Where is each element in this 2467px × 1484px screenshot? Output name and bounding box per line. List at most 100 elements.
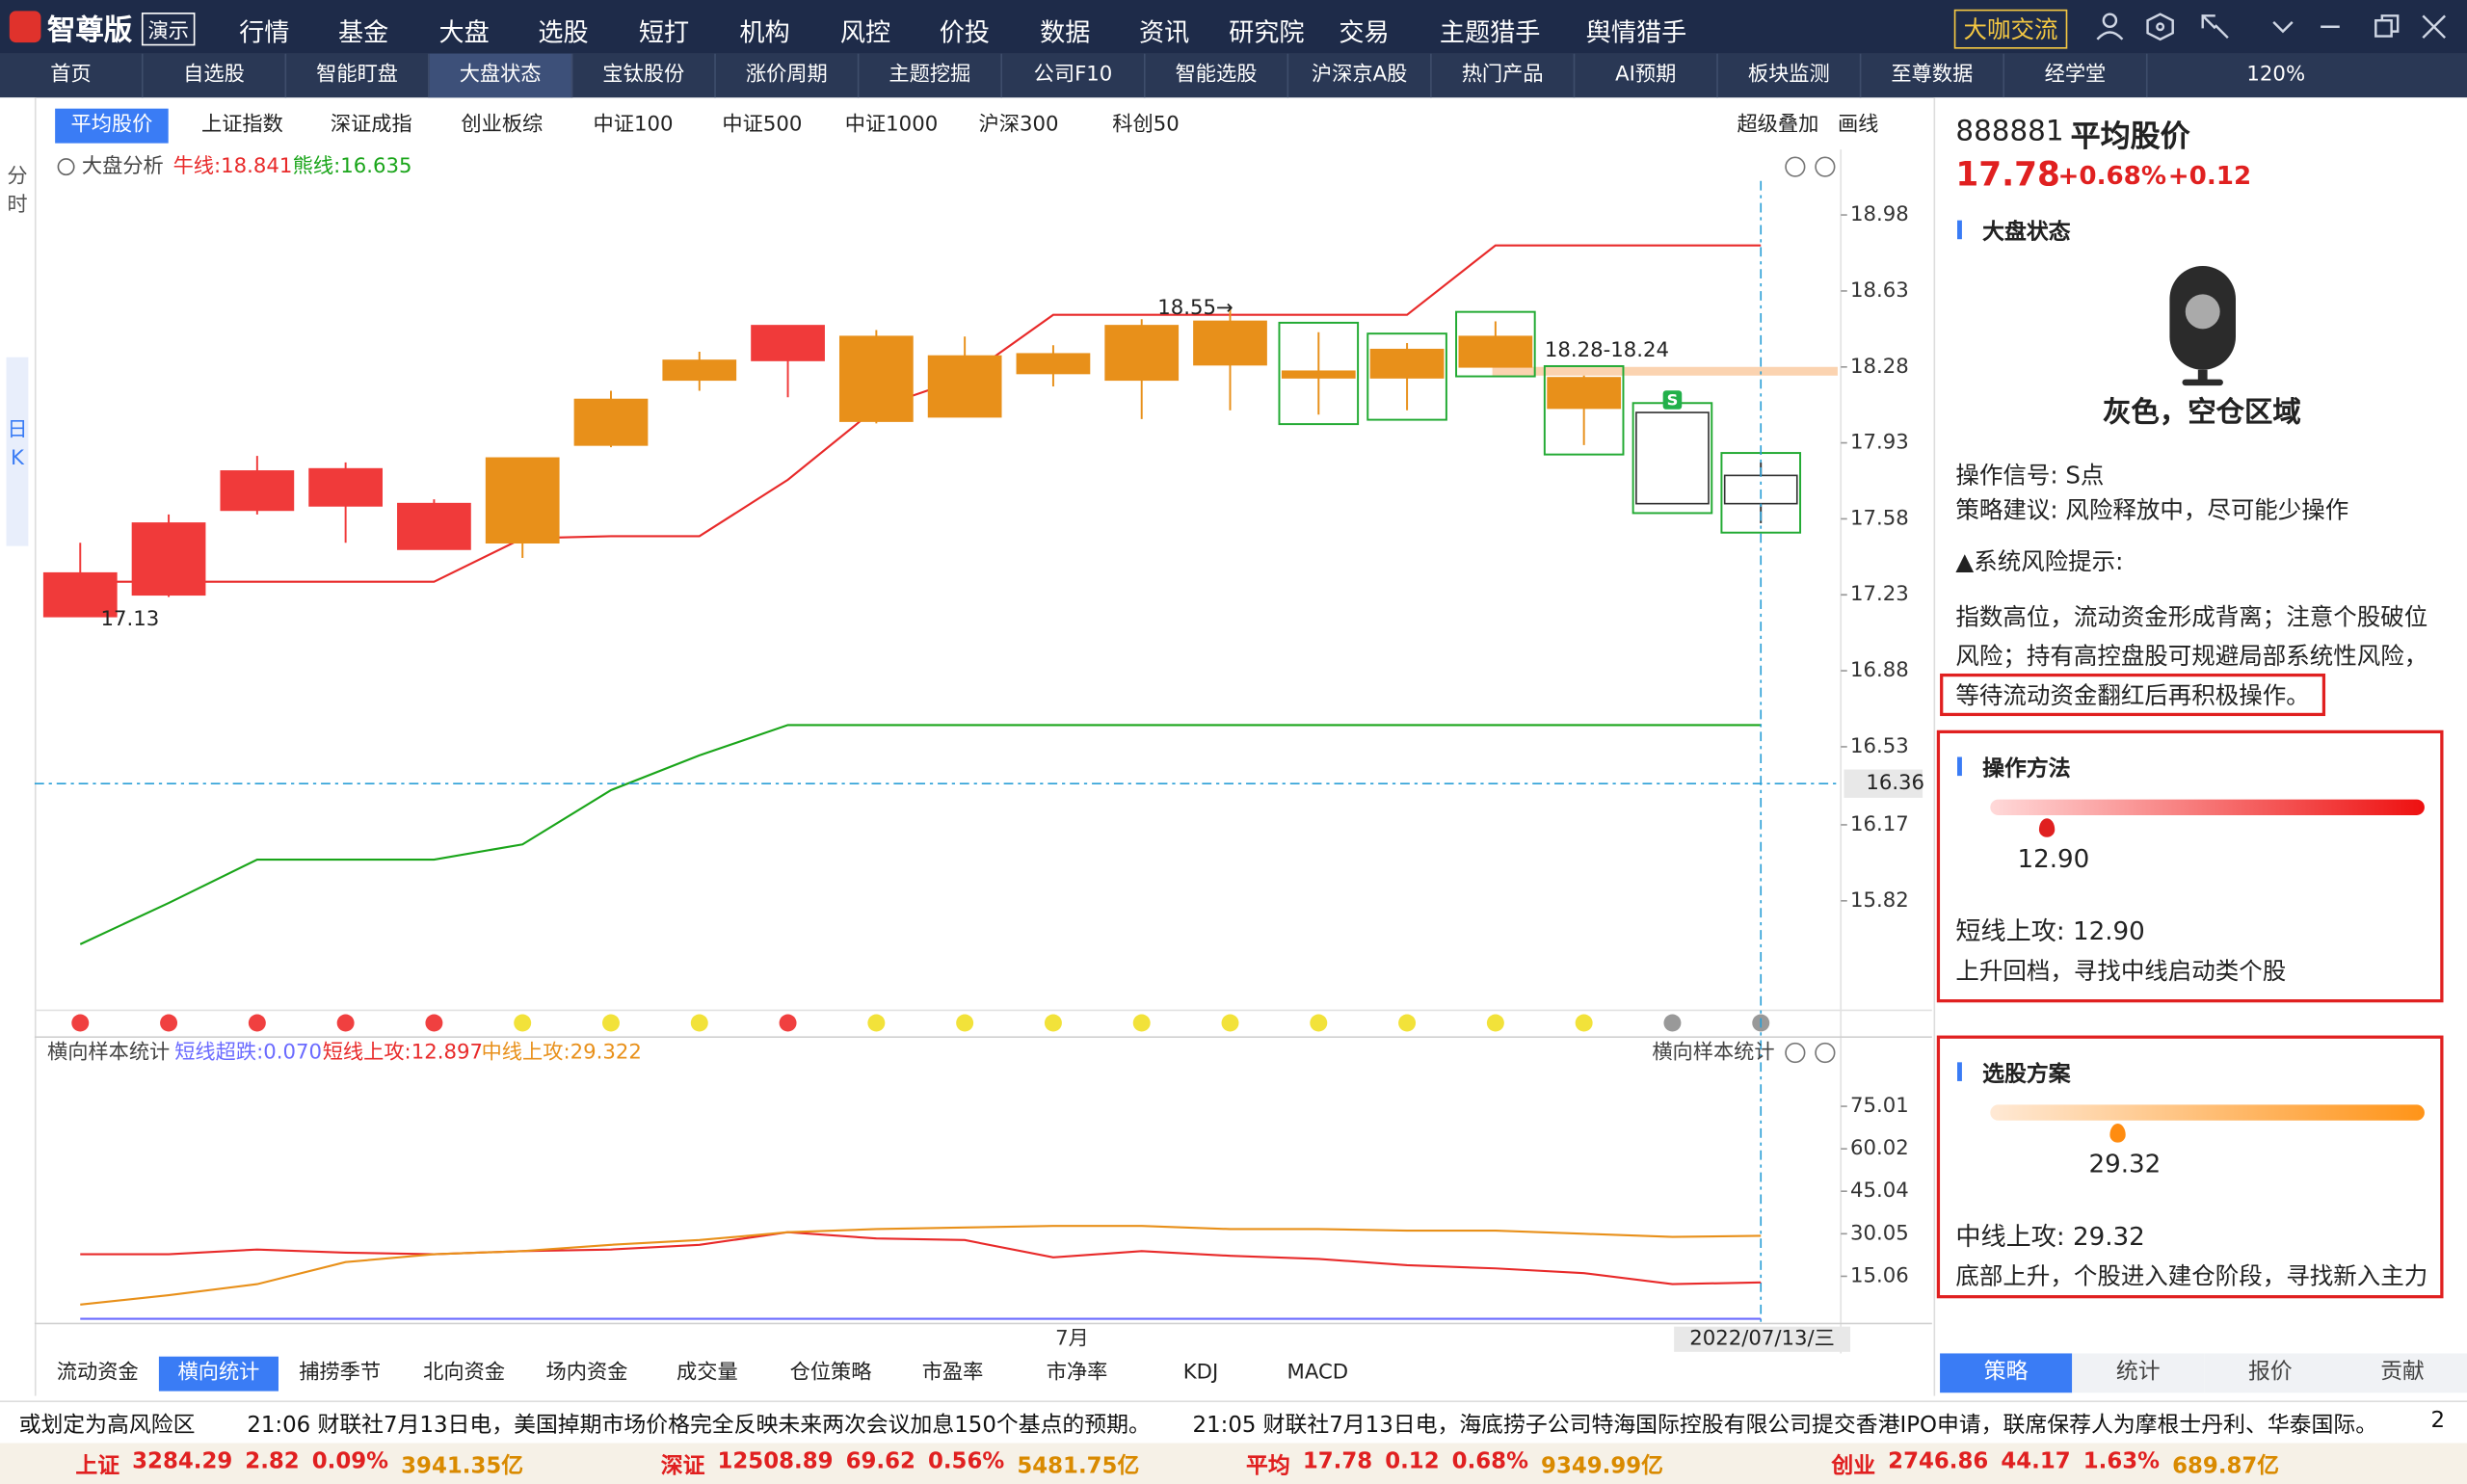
state-dot — [1398, 1014, 1417, 1032]
menu-item[interactable]: 数据 — [1040, 16, 1091, 47]
index-change: 0.12 — [1385, 1449, 1440, 1475]
menu-item[interactable]: 大盘 — [438, 16, 490, 47]
bottom-tab[interactable]: 场内资金 — [545, 1361, 628, 1386]
tab[interactable]: AI预期 — [1575, 53, 1718, 98]
y-tick-label: 17.58 — [1850, 506, 1909, 530]
tool-icon — [1785, 156, 1806, 177]
menu-item[interactable]: 交易 — [1339, 16, 1390, 47]
side-tab[interactable]: 分时 — [7, 165, 28, 218]
menu-item[interactable]: 价投 — [939, 16, 990, 47]
panel-tab[interactable]: 统计 — [2072, 1353, 2205, 1393]
menu-item[interactable]: 研究院 — [1229, 16, 1305, 47]
menu-item[interactable]: 行情 — [239, 16, 290, 47]
index-tab[interactable]: 中证500 — [722, 113, 803, 138]
bottom-tab[interactable]: 横向统计 — [158, 1356, 279, 1391]
bottom-tab[interactable]: KDJ — [1182, 1361, 1219, 1386]
tab[interactable]: 智能盯盘 — [286, 53, 430, 98]
candle-body — [1369, 348, 1445, 379]
index-price: 3284.29 — [132, 1449, 233, 1475]
tab[interactable]: 自选股 — [144, 53, 287, 98]
menu-item[interactable]: 基金 — [338, 16, 389, 47]
menu-item[interactable]: 短打 — [638, 16, 690, 47]
tab[interactable]: 宝钛股份 — [572, 53, 716, 98]
tab[interactable]: 公司F10 — [1002, 53, 1146, 98]
crosshair-box — [1844, 769, 1923, 798]
menu-item[interactable]: 选股 — [538, 16, 589, 47]
legend-entry: 熊线:16.635 — [293, 154, 412, 178]
chart: 大盘分析 牛线:18.841 熊线:16.635 18.98 18.63 18.28 17.… — [34, 149, 1932, 1354]
risk-highlight: 等待流动资金翻红后再积极操作。 — [1940, 673, 2326, 717]
state-dot — [248, 1014, 266, 1032]
chg: +0.12 — [2167, 160, 2252, 191]
index-tab[interactable]: 科创50 — [1112, 113, 1180, 138]
tab[interactable]: 板块监测 — [1718, 53, 1862, 98]
bottom-tab[interactable]: 捕捞季节 — [299, 1361, 382, 1386]
state-dot — [336, 1014, 355, 1032]
tab[interactable]: 热门产品 — [1432, 53, 1576, 98]
tab[interactable]: 首页 — [0, 53, 144, 98]
index-name: 平均 — [1246, 1453, 1290, 1480]
stat-line — [80, 1225, 1762, 1306]
menu-item[interactable]: 资讯 — [1139, 16, 1190, 47]
code: 888881 — [1955, 115, 2064, 148]
tab[interactable]: 沪深京A股 — [1288, 53, 1432, 98]
index-tab[interactable]: 中证1000 — [844, 113, 939, 138]
state-dot — [514, 1014, 532, 1032]
signal-label: S — [1667, 390, 1679, 409]
index-tab[interactable]: 深证成指 — [330, 113, 412, 138]
tab[interactable]: 大盘状态 — [429, 53, 573, 98]
state-dot — [160, 1014, 178, 1032]
signal-box — [1455, 310, 1536, 378]
demo-badge: 演示 — [141, 13, 196, 46]
indicator-line — [80, 244, 1762, 583]
candle-body — [838, 335, 914, 422]
date-label: 2022/07/13/三 — [1689, 1327, 1835, 1351]
tab[interactable]: 涨价周期 — [716, 53, 860, 98]
gauge-label: 12.90 — [2017, 843, 2090, 874]
index-change: 69.62 — [845, 1449, 915, 1475]
y-tick-label: 18.98 — [1850, 202, 1909, 226]
indicator-line — [79, 724, 1762, 945]
index-tab[interactable]: 上证指数 — [200, 113, 283, 138]
y-tick-label: 16.17 — [1850, 812, 1909, 836]
tool[interactable]: 超级叠加 — [1737, 113, 1819, 138]
tab[interactable]: 至尊数据 — [1861, 53, 2004, 98]
band-label: 18.28-18.24 — [1545, 338, 1669, 362]
tool[interactable]: 画线 — [1837, 113, 1879, 138]
tab[interactable]: 经学堂 — [2004, 53, 2148, 98]
news-item: 21:05 财联社7月13日电，海底捞子公司特海国际控股有限公司提交香港IPO申… — [1192, 1413, 2378, 1439]
bottom-tab[interactable]: 仓位策略 — [789, 1361, 872, 1386]
panel-tab[interactable]: 策略 — [1940, 1353, 2073, 1393]
bottom-tab[interactable]: 成交量 — [676, 1361, 738, 1386]
bottom-tab[interactable]: 流动资金 — [56, 1361, 139, 1386]
menu-item[interactable]: 主题猎手 — [1439, 16, 1541, 47]
state-dot — [1575, 1014, 1593, 1032]
panel-tab[interactable]: 贡献 — [2336, 1353, 2467, 1393]
candle-body — [1104, 325, 1180, 382]
panel-box — [1936, 729, 2444, 1003]
index-tab[interactable]: 创业板综 — [461, 113, 544, 138]
index-tab[interactable]: 沪深300 — [978, 113, 1059, 138]
candle-body — [1458, 335, 1533, 368]
index-tab[interactable]: 中证100 — [593, 113, 674, 138]
menu-item[interactable]: 舆情猎手 — [1585, 16, 1687, 47]
menu-item[interactable]: 机构 — [739, 16, 790, 47]
bottom-tab[interactable]: 市净率 — [1046, 1361, 1108, 1386]
candle-body — [573, 398, 649, 446]
panel-tab[interactable]: 报价 — [2204, 1353, 2337, 1393]
menu-item[interactable]: 风控 — [839, 16, 891, 47]
side-tab[interactable]: 日K — [6, 357, 29, 546]
bottom-tab[interactable]: 北向资金 — [423, 1361, 506, 1386]
candle-body — [220, 470, 295, 512]
index-tab[interactable]: 平均股价 — [55, 108, 169, 144]
candle-body — [927, 355, 1002, 418]
y-tick-label: 16.53 — [1850, 734, 1909, 758]
tab[interactable]: 主题挖掘 — [859, 53, 1002, 98]
candle-body — [1281, 370, 1356, 379]
bottom-tab[interactable]: 市盈率 — [921, 1361, 984, 1386]
bottom-tab[interactable]: MACD — [1287, 1361, 1349, 1386]
tab[interactable]: 智能选股 — [1146, 53, 1289, 98]
state-dot — [1486, 1014, 1504, 1032]
talk-button[interactable]: 大咖交流 — [1953, 9, 2068, 49]
index-amount: 689.87亿 — [2172, 1453, 2280, 1480]
